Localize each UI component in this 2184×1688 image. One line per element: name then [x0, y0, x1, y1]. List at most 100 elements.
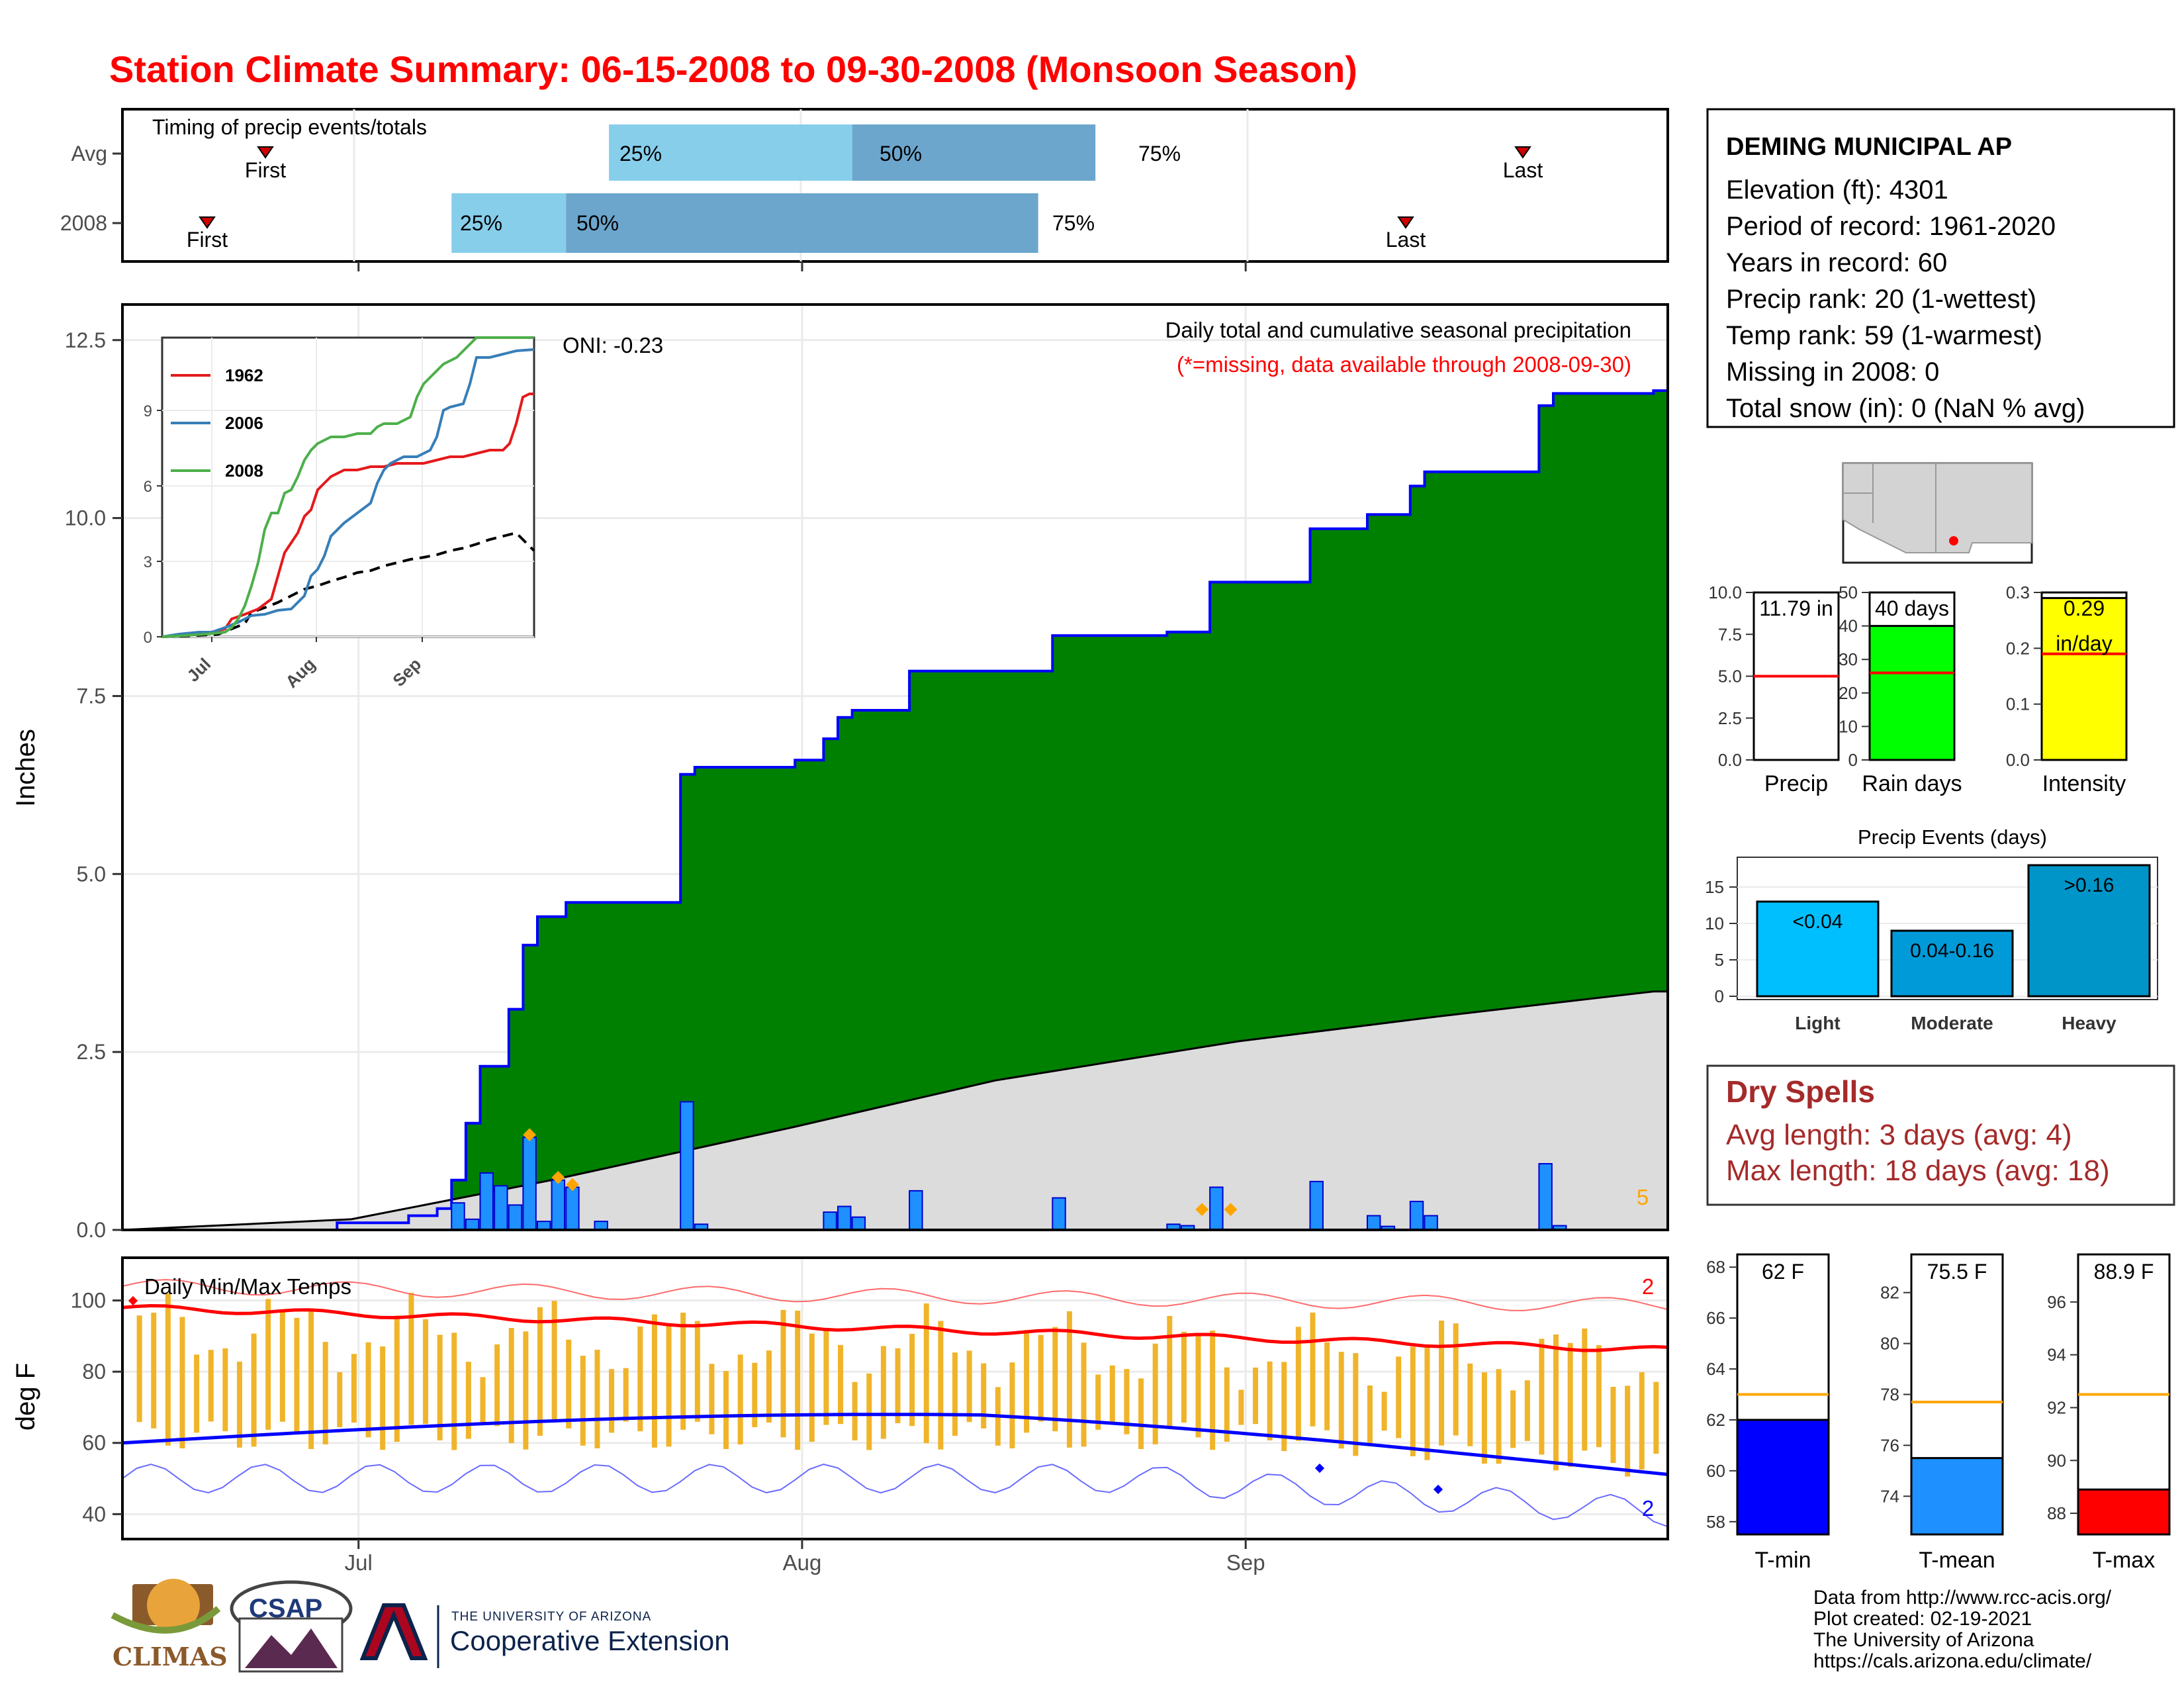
temp-summary-ytick-1-4: 82: [1880, 1283, 1899, 1303]
events-bar-text-0: <0.04: [1793, 911, 1843, 933]
credits-url: https://cals.arizona.edu/climate/: [1813, 1650, 2092, 1672]
2008-p75-label: 75%: [1052, 211, 1095, 235]
daily-temp-range-bar: [365, 1342, 371, 1438]
daily-temp-range-bar: [1267, 1361, 1273, 1440]
summary-ytick-2-2: 0.2: [2006, 638, 2030, 658]
2008-first-marker: [199, 216, 216, 229]
precip-events-title: Precip Events (days): [1858, 825, 2047, 849]
station-missing: Missing in 2008: 0: [1726, 357, 1940, 387]
daily-temp-range-bar: [923, 1303, 929, 1444]
ua-logo-line1: THE UNIVERSITY OF ARIZONA: [451, 1610, 652, 1624]
cumulative-2008-line: [122, 389, 1668, 1231]
2008-timing-25-50-box: [451, 193, 567, 253]
intensity-marker: [551, 1170, 565, 1184]
daily-temp-range-bar: [895, 1348, 901, 1423]
daily-temp-range-bar: [1610, 1387, 1616, 1464]
ua-logo-line2: Cooperative Extension: [450, 1625, 730, 1656]
station-temp-rank: Temp rank: 59 (1-warmest): [1726, 321, 2042, 350]
precip-ytick-label-0: 0.0: [77, 1218, 106, 1242]
precip-ytick-label-2: 5.0: [77, 862, 106, 886]
daily-temp-range-bar: [780, 1309, 786, 1438]
temp-summary-bars: 58 60 62 64 66 68 62 F T-min 74 76 78 80 82 75.5 F T-m…: [1706, 1253, 2171, 1573]
avg-first-label: First: [245, 158, 286, 182]
temp-summary-ytick-0-5: 68: [1706, 1257, 1725, 1277]
daily-temp-range-bar: [408, 1293, 414, 1425]
station-info-frame: [1706, 108, 2175, 428]
daily-temp-range-bar: [465, 1362, 471, 1439]
temp-summary-ytick-1-0: 74: [1880, 1486, 1899, 1506]
csap-mountains: [245, 1628, 338, 1668]
summary-ytick-1-4: 40: [1839, 616, 1858, 636]
map-region: [1843, 463, 2032, 553]
daily-temp-range-bar: [966, 1350, 972, 1423]
daily-temp-range-bar: [251, 1333, 257, 1447]
avg-timing-50-75-box: [852, 124, 1096, 181]
daily-temp-range-bar: [337, 1372, 343, 1427]
summary-bar-2: [2040, 596, 2128, 761]
summary-ytick-2-3: 0.3: [2006, 583, 2030, 602]
daily-precip-bar: [451, 1202, 465, 1231]
daily-temp-range-bar: [151, 1313, 157, 1429]
daily-precip-bar: [1538, 1162, 1553, 1231]
temp-ytick-label-3: 100: [71, 1289, 106, 1313]
2008-first-label: First: [187, 228, 228, 252]
summary-ytick-2-1: 0.1: [2006, 694, 2030, 714]
temp-ytick-label-2: 80: [82, 1360, 106, 1383]
precip-panel-subtitle: Daily total and cumulative seasonal prec…: [1165, 318, 1631, 342]
daily-temp-range-bar: [1324, 1342, 1330, 1430]
climas-logo: [111, 1579, 221, 1634]
daily-temp-range-bar: [609, 1369, 615, 1433]
daily-temp-range-bar: [1567, 1342, 1573, 1467]
daily-temp-range-bar: [680, 1312, 686, 1430]
inset-ytick-label-3: 9: [144, 402, 152, 420]
daily-temp-range-bar: [551, 1301, 557, 1423]
daily-temp-range-bar: [1524, 1380, 1530, 1441]
climas-logo-text: CLIMAS: [113, 1642, 228, 1671]
summary-ytick-0-2: 5.0: [1718, 667, 1742, 686]
daily-temp-range-bar: [165, 1293, 171, 1446]
temp-summary-bar-1: [1910, 1457, 2004, 1536]
daily-temp-range-bar: [394, 1315, 400, 1442]
precip-panel-frame: [121, 303, 1669, 1231]
daily-precip-bar: [551, 1179, 566, 1231]
daily-precip-bar: [1309, 1180, 1324, 1231]
daily-temp-range-bar: [566, 1339, 572, 1429]
credits-data-source: Data from http://www.rcc-acis.org/: [1813, 1587, 2112, 1609]
cumulative-avg-line: [122, 990, 1668, 1231]
daily-temp-range-bar: [795, 1310, 801, 1450]
temp-summary-label-2: T-max: [2093, 1548, 2155, 1573]
daily-temp-range-bar: [651, 1314, 657, 1448]
daily-temp-range-bar: [838, 1344, 844, 1425]
temp-ytick-label-0: 40: [82, 1502, 106, 1526]
timing-panel: Timing of precip events/totals Avg 2008 …: [60, 108, 1669, 263]
events-ytick-2: 10: [1705, 914, 1724, 933]
daily-temp-range-bar: [1024, 1330, 1030, 1433]
temp-summary-bar-2: [2077, 1488, 2171, 1536]
daily-temp-range-bar: [1210, 1331, 1216, 1450]
daily-temp-range-bar: [279, 1310, 285, 1422]
2008-p25-label: 25%: [460, 211, 502, 235]
temp-summary-ytick-1-3: 80: [1880, 1334, 1899, 1354]
temp-panel-frame: [121, 1256, 1669, 1540]
daily-temp-range-bar: [866, 1373, 872, 1450]
summary-ytick-1-5: 50: [1839, 583, 1858, 602]
daily-temp-range-bar: [981, 1363, 987, 1429]
daily-temp-range-bar: [294, 1317, 300, 1434]
daily-temp-range-bar: [1109, 1365, 1115, 1422]
temp-summary-label-0: T-min: [1755, 1548, 1811, 1573]
daily-precip-bar: [1052, 1197, 1066, 1231]
dry-spells-text: Dry Spells Avg length: 3 days (avg: 4) M…: [1726, 1074, 2110, 1189]
page-title: Station Climate Summary: 06-15-2008 to 0…: [109, 48, 1357, 90]
daily-temp-range-bar: [1124, 1369, 1130, 1434]
summary-value-0: 11.79 in: [1759, 596, 1833, 620]
daily-temp-range-bar: [709, 1364, 715, 1434]
summary-label-0: Precip: [1764, 771, 1828, 796]
summary-ytick-1-1: 10: [1839, 716, 1858, 736]
cumulative-avg-area: [122, 991, 1668, 1230]
summary-label-2: Intensity: [2042, 771, 2126, 796]
temp-summary-value-2: 88.9 F: [2094, 1260, 2154, 1284]
daily-temp-range-bar: [308, 1310, 314, 1449]
record-low-line: [122, 1463, 1668, 1528]
daily-temp-range-bar: [1453, 1323, 1459, 1436]
credits-plot-created: Plot created: 02-19-2021: [1813, 1608, 2032, 1630]
